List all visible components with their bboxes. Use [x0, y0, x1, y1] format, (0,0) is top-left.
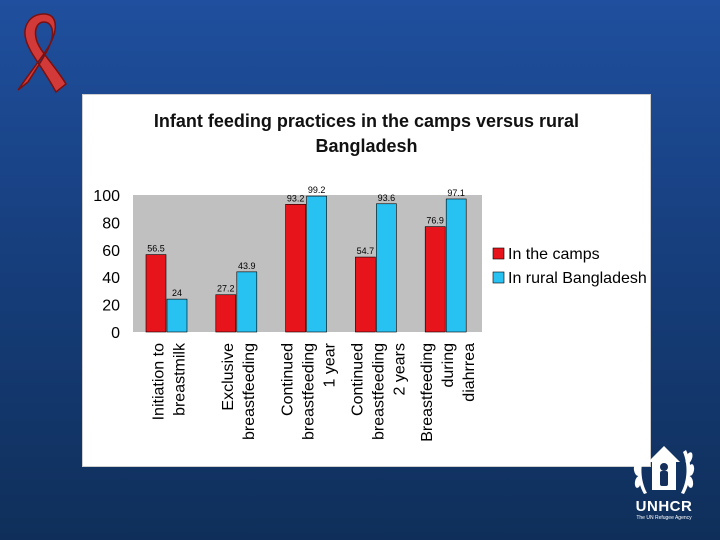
data-label: 43.9: [238, 261, 256, 271]
unhcr-logo-subtitle: The UN Refugee Agency: [636, 515, 692, 521]
category-label: Continued: [349, 343, 366, 416]
data-label: 93.2: [287, 193, 305, 203]
category-label: breastfeeding: [241, 343, 258, 440]
unhcr-emblem-icon: [633, 446, 695, 494]
data-label: 56.5: [147, 244, 165, 254]
category-label: breastmilk: [171, 342, 188, 416]
data-label: 54.7: [357, 246, 375, 256]
awareness-ribbon-icon: [17, 13, 67, 94]
chart-title-line-2: Bangladesh: [315, 136, 418, 156]
category-label: during: [440, 343, 457, 387]
data-label: 27.2: [217, 284, 235, 294]
legend-swatch: [492, 271, 505, 284]
legend-label: In rural Bangladesh: [508, 270, 647, 287]
unhcr-logo-name: UNHCR: [635, 498, 693, 515]
y-tick-label: 0: [111, 325, 120, 342]
chart-title-line-1: Infant feeding practices in the camps ve…: [153, 111, 580, 131]
bar-camps: [145, 254, 167, 333]
category-label: breastfeeding: [301, 343, 318, 440]
chart-title: Infant feeding practices in the camps ve…: [83, 109, 650, 159]
unhcr-logo: UNHCR The UN Refugee Agency: [624, 440, 704, 528]
bar-camps: [355, 256, 376, 333]
data-label: 97.1: [447, 188, 465, 198]
bar-rural: [376, 203, 397, 333]
y-tick-label: 60: [102, 243, 120, 260]
bar-rural: [445, 198, 467, 333]
bar-camps: [215, 294, 237, 333]
category-label: Continued: [280, 343, 297, 416]
category-label: 2 years: [391, 343, 408, 395]
bar-rural: [166, 298, 188, 333]
legend-swatch: [492, 247, 505, 260]
data-label: 93.6: [378, 193, 396, 203]
bar-camps: [424, 226, 446, 333]
category-label: 1 year: [322, 342, 339, 387]
y-tick-label: 40: [102, 270, 120, 287]
y-tick-label: 80: [102, 215, 120, 232]
bar-chart: 0 20 40 60 80 100 56.5 27.2 93.2 54.7 76.9 24 43.9 99…: [93, 185, 647, 442]
category-label: Breastfeeding: [419, 343, 436, 442]
bar-camps: [285, 204, 306, 333]
y-tick-label: 20: [102, 298, 120, 315]
data-label: 76.9: [426, 216, 444, 226]
data-label: 24: [172, 288, 182, 298]
category-label: diahrrea: [461, 343, 478, 402]
category-label: Exclusive: [220, 343, 237, 411]
bar-rural: [306, 195, 327, 333]
legend-label: In the camps: [508, 246, 600, 263]
category-label: breastfeeding: [370, 343, 387, 440]
chart-panel: Infant feeding practices in the camps ve…: [82, 94, 651, 467]
y-tick-label: 100: [93, 188, 120, 205]
data-label: 99.2: [308, 185, 326, 195]
bar-rural: [236, 271, 258, 333]
category-label: Initiation to: [150, 343, 167, 420]
